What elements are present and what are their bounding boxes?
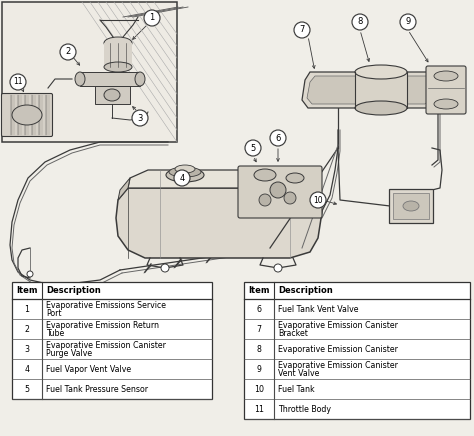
Polygon shape [116, 188, 322, 258]
Text: Fuel Tank Vent Valve: Fuel Tank Vent Valve [278, 304, 358, 313]
Bar [25, 95, 29, 135]
Text: 2: 2 [65, 48, 71, 57]
Bar [46, 95, 50, 135]
Text: Port: Port [46, 309, 62, 318]
Ellipse shape [175, 165, 195, 173]
Ellipse shape [403, 201, 419, 211]
Polygon shape [118, 178, 130, 200]
Circle shape [274, 264, 282, 272]
Circle shape [161, 264, 169, 272]
Circle shape [132, 110, 148, 126]
Ellipse shape [104, 37, 132, 49]
FancyBboxPatch shape [389, 189, 433, 223]
Circle shape [310, 192, 326, 208]
Circle shape [10, 74, 26, 90]
Ellipse shape [12, 105, 42, 125]
Text: Fuel Tank Pressure Sensor: Fuel Tank Pressure Sensor [46, 385, 148, 394]
Circle shape [294, 22, 310, 38]
Text: 8: 8 [357, 17, 363, 27]
Text: Fuel Tank: Fuel Tank [278, 385, 315, 394]
Text: Vent Valve: Vent Valve [278, 369, 319, 378]
Text: 10: 10 [254, 385, 264, 394]
FancyBboxPatch shape [426, 66, 466, 114]
Bar [2, 2, 177, 142]
Text: 9: 9 [256, 364, 262, 374]
Text: 1: 1 [149, 14, 155, 23]
Bar [244, 282, 470, 419]
Bar [12, 282, 212, 399]
Text: Evaporative Emissions Service: Evaporative Emissions Service [46, 300, 166, 310]
Circle shape [400, 14, 416, 30]
Text: 7: 7 [256, 324, 262, 334]
Polygon shape [128, 170, 310, 188]
Ellipse shape [104, 62, 132, 72]
Circle shape [270, 130, 286, 146]
Polygon shape [302, 72, 440, 108]
Text: 10: 10 [313, 195, 323, 204]
Text: 4: 4 [179, 174, 185, 183]
Ellipse shape [135, 72, 145, 86]
Circle shape [245, 140, 261, 156]
Text: Description: Description [46, 286, 101, 295]
Text: 11: 11 [13, 78, 23, 86]
Text: Tube: Tube [46, 329, 64, 338]
Bar [32, 95, 36, 135]
Text: 6: 6 [256, 304, 262, 313]
Circle shape [174, 170, 190, 186]
Ellipse shape [104, 89, 120, 101]
Bar [39, 95, 43, 135]
FancyBboxPatch shape [238, 166, 322, 218]
Circle shape [284, 192, 296, 204]
Ellipse shape [166, 168, 204, 182]
Text: 1: 1 [25, 304, 29, 313]
Ellipse shape [254, 169, 276, 181]
Text: 5: 5 [25, 385, 29, 394]
Text: Evaporative Emission Canister: Evaporative Emission Canister [278, 361, 398, 369]
Text: Bracket: Bracket [278, 329, 308, 338]
Text: Evaporative Emission Canister: Evaporative Emission Canister [46, 341, 166, 350]
Text: 8: 8 [256, 344, 262, 354]
Ellipse shape [75, 72, 85, 86]
Ellipse shape [286, 173, 304, 183]
Circle shape [60, 44, 76, 60]
Text: Item: Item [248, 286, 270, 295]
Text: Throttle Body: Throttle Body [278, 405, 331, 413]
Ellipse shape [169, 167, 201, 177]
Text: Evaporative Emission Canister: Evaporative Emission Canister [278, 344, 398, 354]
Text: 3: 3 [137, 113, 143, 123]
Text: Purge Valve: Purge Valve [46, 349, 92, 358]
Text: 4: 4 [25, 364, 29, 374]
Bar [95, 86, 130, 104]
Text: 11: 11 [254, 405, 264, 413]
Text: 7: 7 [299, 25, 305, 34]
Text: 3: 3 [25, 344, 29, 354]
Text: Fuel Vapor Vent Valve: Fuel Vapor Vent Valve [46, 364, 131, 374]
Polygon shape [307, 76, 435, 104]
Text: 2: 2 [25, 324, 29, 334]
Circle shape [259, 194, 271, 206]
Bar [80, 72, 140, 86]
Bar [18, 95, 22, 135]
Text: 5: 5 [250, 143, 255, 153]
Bar [355, 72, 407, 108]
Circle shape [144, 10, 160, 26]
Ellipse shape [355, 101, 407, 115]
Text: 9: 9 [405, 17, 410, 27]
Ellipse shape [434, 99, 458, 109]
Circle shape [27, 271, 33, 277]
Ellipse shape [434, 71, 458, 81]
FancyBboxPatch shape [393, 193, 429, 219]
Text: Item: Item [16, 286, 38, 295]
Text: Description: Description [278, 286, 333, 295]
Text: Evaporative Emission Canister: Evaporative Emission Canister [278, 320, 398, 330]
Ellipse shape [355, 65, 407, 79]
Circle shape [270, 182, 286, 198]
FancyBboxPatch shape [1, 93, 53, 136]
Text: 6: 6 [275, 133, 281, 143]
Bar [11, 95, 15, 135]
Bar [104, 43, 132, 67]
Text: Evaporative Emission Return: Evaporative Emission Return [46, 320, 159, 330]
Circle shape [352, 14, 368, 30]
